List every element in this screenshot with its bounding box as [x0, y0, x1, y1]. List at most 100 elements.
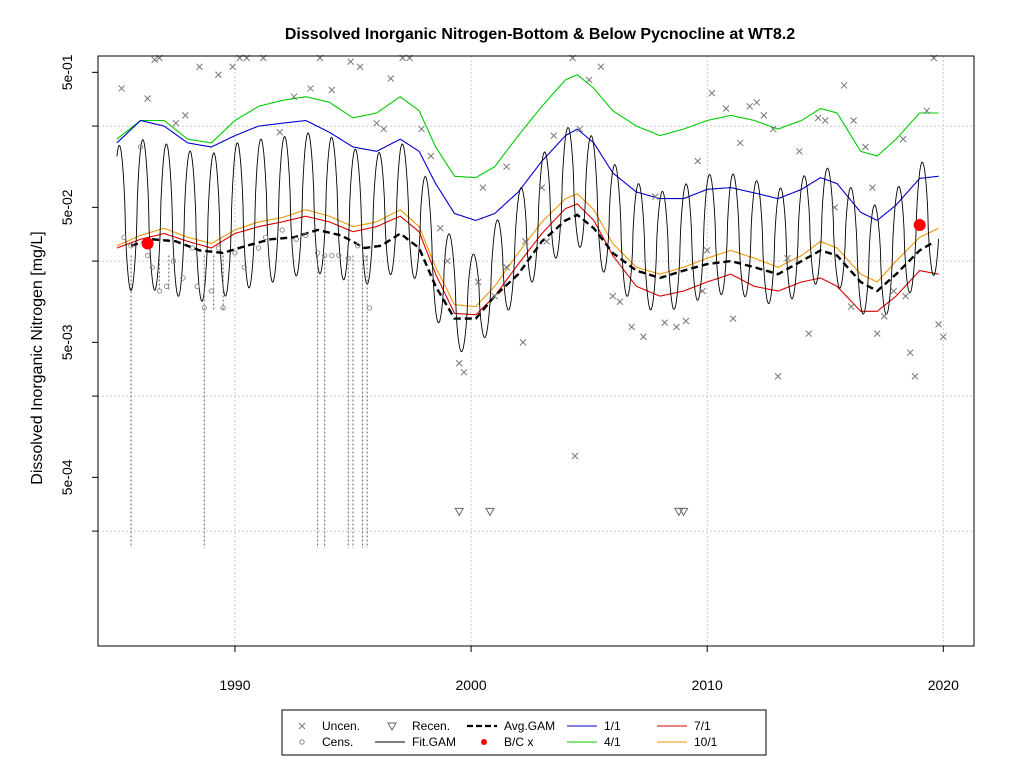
uncensored-point — [571, 452, 579, 460]
uncensored-point — [172, 119, 180, 127]
uncensored-point — [444, 257, 451, 265]
censored-point — [322, 252, 328, 259]
fit-gam-line — [116, 127, 940, 353]
uncensored-point — [347, 58, 355, 66]
legend-label: Uncen. — [322, 719, 360, 733]
uncensored-point — [628, 323, 635, 331]
x-tick-label: 2000 — [455, 677, 486, 693]
series-1-1-line — [116, 119, 939, 222]
series-4-1-line — [116, 74, 939, 179]
uncensored-point — [850, 117, 857, 124]
uncensored-point — [923, 107, 931, 115]
censored-point — [215, 245, 222, 251]
uncensored-point — [703, 247, 711, 254]
uncensored-point — [795, 147, 803, 155]
censored-point — [279, 227, 285, 233]
uncensored-point — [939, 333, 947, 341]
uncensored-point — [899, 135, 907, 143]
uncensored-point — [935, 320, 942, 328]
uncensored-point — [831, 203, 839, 211]
recensored-point — [673, 507, 684, 517]
censored-point — [194, 283, 200, 289]
x-tick-label: 2010 — [692, 677, 723, 693]
legend-label: 10/1 — [694, 735, 718, 749]
uncensored-point — [708, 89, 716, 97]
legend-item-d1_1: 1/1 — [567, 719, 621, 733]
legend-symbol — [299, 739, 305, 745]
legend-item-d10_1: 10/1 — [657, 735, 718, 749]
recensored-point — [454, 507, 465, 517]
legend-label: Recen. — [412, 719, 450, 733]
legend-item-fitgam: Fit.GAM — [375, 735, 456, 749]
uncensored-point — [862, 143, 869, 151]
uncensored-point — [769, 125, 777, 133]
uncensored-point — [519, 339, 527, 346]
uncensored-point — [356, 63, 364, 71]
uncensored-point — [328, 86, 336, 94]
uncensored-point — [427, 152, 435, 160]
uncensored-point — [661, 319, 669, 326]
uncensored-point — [460, 368, 468, 376]
recensored-point — [678, 507, 689, 517]
censored-point — [355, 243, 361, 249]
censored-point — [303, 232, 309, 239]
censored-point — [180, 275, 186, 281]
censored-point — [201, 305, 207, 311]
uncensored-point — [673, 323, 680, 331]
uncensored-point — [418, 125, 425, 133]
censored-point — [163, 283, 170, 289]
uncensored-point — [151, 56, 159, 64]
censored-point — [144, 252, 151, 259]
series-layer — [116, 74, 940, 353]
legend-item-cens: Cens. — [299, 735, 353, 749]
legend-label: 4/1 — [604, 735, 621, 749]
uncensored-point — [437, 224, 444, 232]
grid — [98, 56, 974, 646]
legend-symbol — [481, 739, 487, 745]
legend-item-d4_1: 4/1 — [567, 735, 621, 749]
uncensored-point — [616, 298, 624, 306]
bc-point — [141, 237, 154, 250]
uncensored-point — [699, 287, 706, 295]
y-tick-label: 5e-01 — [59, 54, 75, 90]
uncensored-point — [597, 63, 605, 71]
censored-point — [362, 255, 368, 261]
censored-point — [345, 255, 351, 261]
points-layer — [118, 54, 947, 548]
censored-point — [189, 245, 196, 251]
censored-point — [262, 234, 269, 240]
legend-item-d7_1: 7/1 — [657, 719, 711, 733]
uncensored-point — [373, 119, 380, 127]
uncensored-point — [503, 263, 510, 271]
uncensored-point — [609, 292, 617, 300]
uncensored-point — [651, 193, 659, 201]
censored-point — [121, 234, 127, 240]
uncensored-point — [576, 125, 584, 133]
legend-item-bcx: B/C x — [481, 735, 533, 749]
uncensored-point — [694, 157, 702, 165]
uncensored-point — [890, 287, 898, 295]
censored-point — [232, 250, 238, 256]
uncensored-point — [869, 184, 876, 191]
uncensored-point — [118, 85, 125, 92]
censored-point — [149, 264, 155, 270]
x-tick-label: 2020 — [928, 677, 959, 693]
uncensored-point — [840, 82, 848, 89]
uncensored-point — [585, 76, 593, 84]
uncensored-point — [215, 71, 222, 79]
uncensored-point — [503, 163, 510, 171]
recensored-point — [485, 507, 495, 517]
legend-box — [281, 709, 767, 756]
uncensored-point — [729, 315, 737, 322]
censored-point — [137, 144, 144, 150]
plot-frame — [97, 55, 975, 647]
censored-point — [156, 288, 163, 294]
censored-point — [255, 245, 262, 251]
uncensored-point — [455, 359, 463, 367]
uncensored-point — [682, 317, 690, 325]
uncensored-point — [814, 114, 822, 122]
uncensored-point — [522, 237, 529, 245]
bc-point — [913, 219, 926, 232]
censored-point — [220, 305, 226, 311]
